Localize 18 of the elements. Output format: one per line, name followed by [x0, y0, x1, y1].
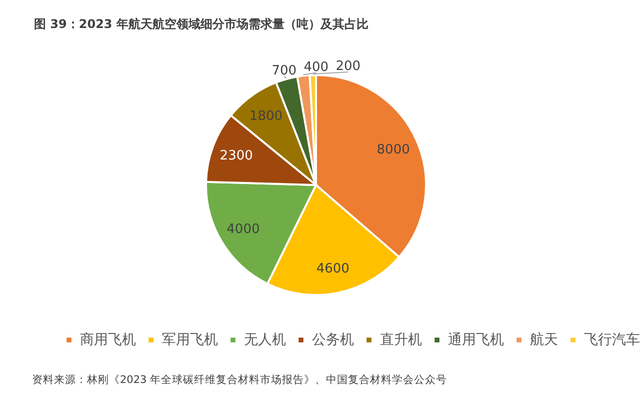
text: 资料来源：林刚《2023 年全球碳纤维复合材料市场报告》、中国复合材料学会公众号 — [32, 373, 448, 386]
data-label: 700 — [272, 63, 297, 78]
legend-label: 军用飞机 — [162, 332, 218, 348]
chart-title: 图 39：2023 年航天航空领域细分市场需求量（吨）及其占比 — [34, 17, 368, 31]
legend-label: 飞行汽车 — [584, 332, 640, 348]
legend-label: 无人机 — [244, 332, 286, 348]
data-label: 8000 — [376, 142, 410, 158]
data-label: 400 — [304, 60, 329, 75]
data-label: 4600 — [316, 261, 350, 276]
legend-label: 公务机 — [312, 332, 354, 348]
legend-label: 直升机 — [380, 332, 422, 348]
data-label: 2300 — [220, 148, 253, 164]
legend-label: 通用飞机 — [448, 332, 504, 348]
legend-label: 航天 — [530, 332, 558, 348]
data-label: 1800 — [249, 109, 283, 124]
data-label: 4000 — [226, 222, 260, 237]
data-label: 200 — [336, 59, 361, 74]
legend-label: 商用飞机 — [80, 332, 136, 348]
